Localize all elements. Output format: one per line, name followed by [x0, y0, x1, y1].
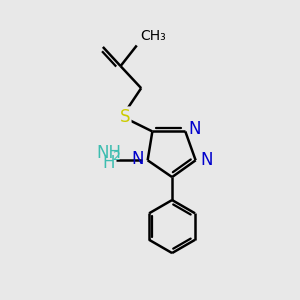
Text: S: S [120, 108, 130, 126]
Text: H: H [103, 154, 115, 172]
Text: 2: 2 [112, 150, 120, 163]
Text: N: N [132, 149, 144, 167]
Text: N: N [200, 151, 213, 169]
Text: NH: NH [96, 144, 121, 162]
Text: N: N [189, 120, 201, 138]
Text: CH₃: CH₃ [140, 29, 166, 43]
